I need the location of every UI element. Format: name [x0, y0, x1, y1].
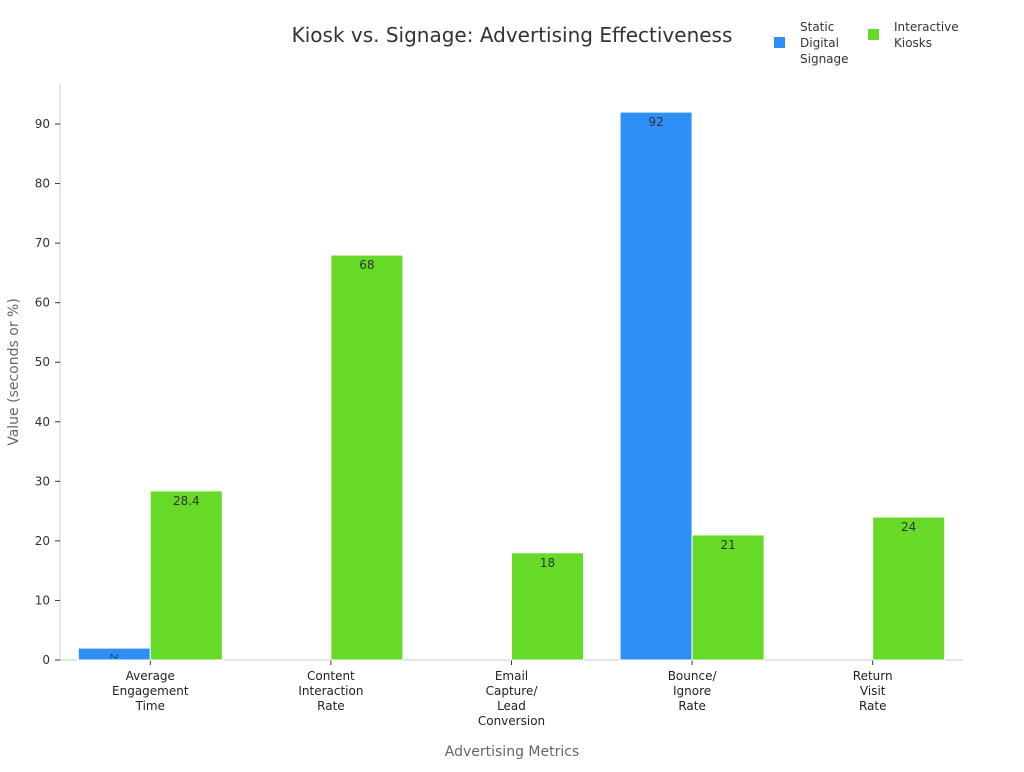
- y-tick-label: 20: [35, 534, 50, 548]
- y-tick-label: 60: [35, 296, 50, 310]
- x-tick-label: Content Interaction Rate: [298, 669, 363, 713]
- legend-swatch: [868, 29, 879, 40]
- x-tick-label: Bounce/Ignore Rate: [668, 669, 718, 713]
- data-label: 92: [648, 115, 663, 129]
- x-tick-label: Average Engagement Time: [112, 669, 189, 713]
- data-label: 18: [540, 556, 555, 570]
- x-tick-label: Return Visit Rate: [853, 669, 893, 713]
- chart-title: Kiosk vs. Signage: Advertising Effective…: [292, 23, 733, 47]
- bar: [691, 534, 765, 661]
- bar: [149, 490, 223, 661]
- bar: [619, 111, 693, 661]
- y-tick-label: 0: [42, 653, 50, 667]
- legend-label: Static Digital Signage: [800, 20, 849, 66]
- y-tick-label: 10: [35, 593, 50, 607]
- data-label: 24: [901, 520, 916, 534]
- data-label: 28.4: [173, 494, 200, 508]
- legend-swatch: [774, 37, 785, 48]
- y-tick-label: 40: [35, 415, 50, 429]
- legend: Static Digital Signage Interactive Kiosks: [774, 20, 959, 66]
- bar: [511, 552, 584, 661]
- y-tick-label: 70: [35, 236, 50, 250]
- x-axis-label: Advertising Metrics: [445, 744, 579, 760]
- y-tick-label: 90: [35, 117, 50, 131]
- legend-label: Interactive Kiosks: [894, 20, 959, 50]
- data-label: 68: [359, 258, 374, 272]
- bar: [872, 516, 946, 661]
- x-tick-label: Email Capture/Lead Conversion: [478, 669, 545, 728]
- y-tick-label: 30: [35, 474, 50, 488]
- bar: [330, 254, 404, 661]
- data-label: 21: [720, 538, 735, 552]
- y-tick-label: 80: [35, 177, 50, 191]
- data-label: 2: [107, 653, 118, 659]
- y-tick-label: 50: [35, 355, 50, 369]
- y-axis-label: Value (seconds or %): [6, 298, 22, 446]
